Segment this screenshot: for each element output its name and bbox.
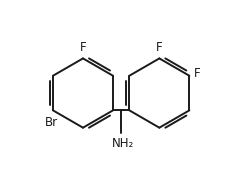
Text: F: F — [193, 67, 200, 80]
Text: F: F — [155, 41, 162, 54]
Text: Br: Br — [44, 116, 57, 129]
Text: F: F — [79, 41, 86, 54]
Text: NH₂: NH₂ — [111, 137, 134, 150]
